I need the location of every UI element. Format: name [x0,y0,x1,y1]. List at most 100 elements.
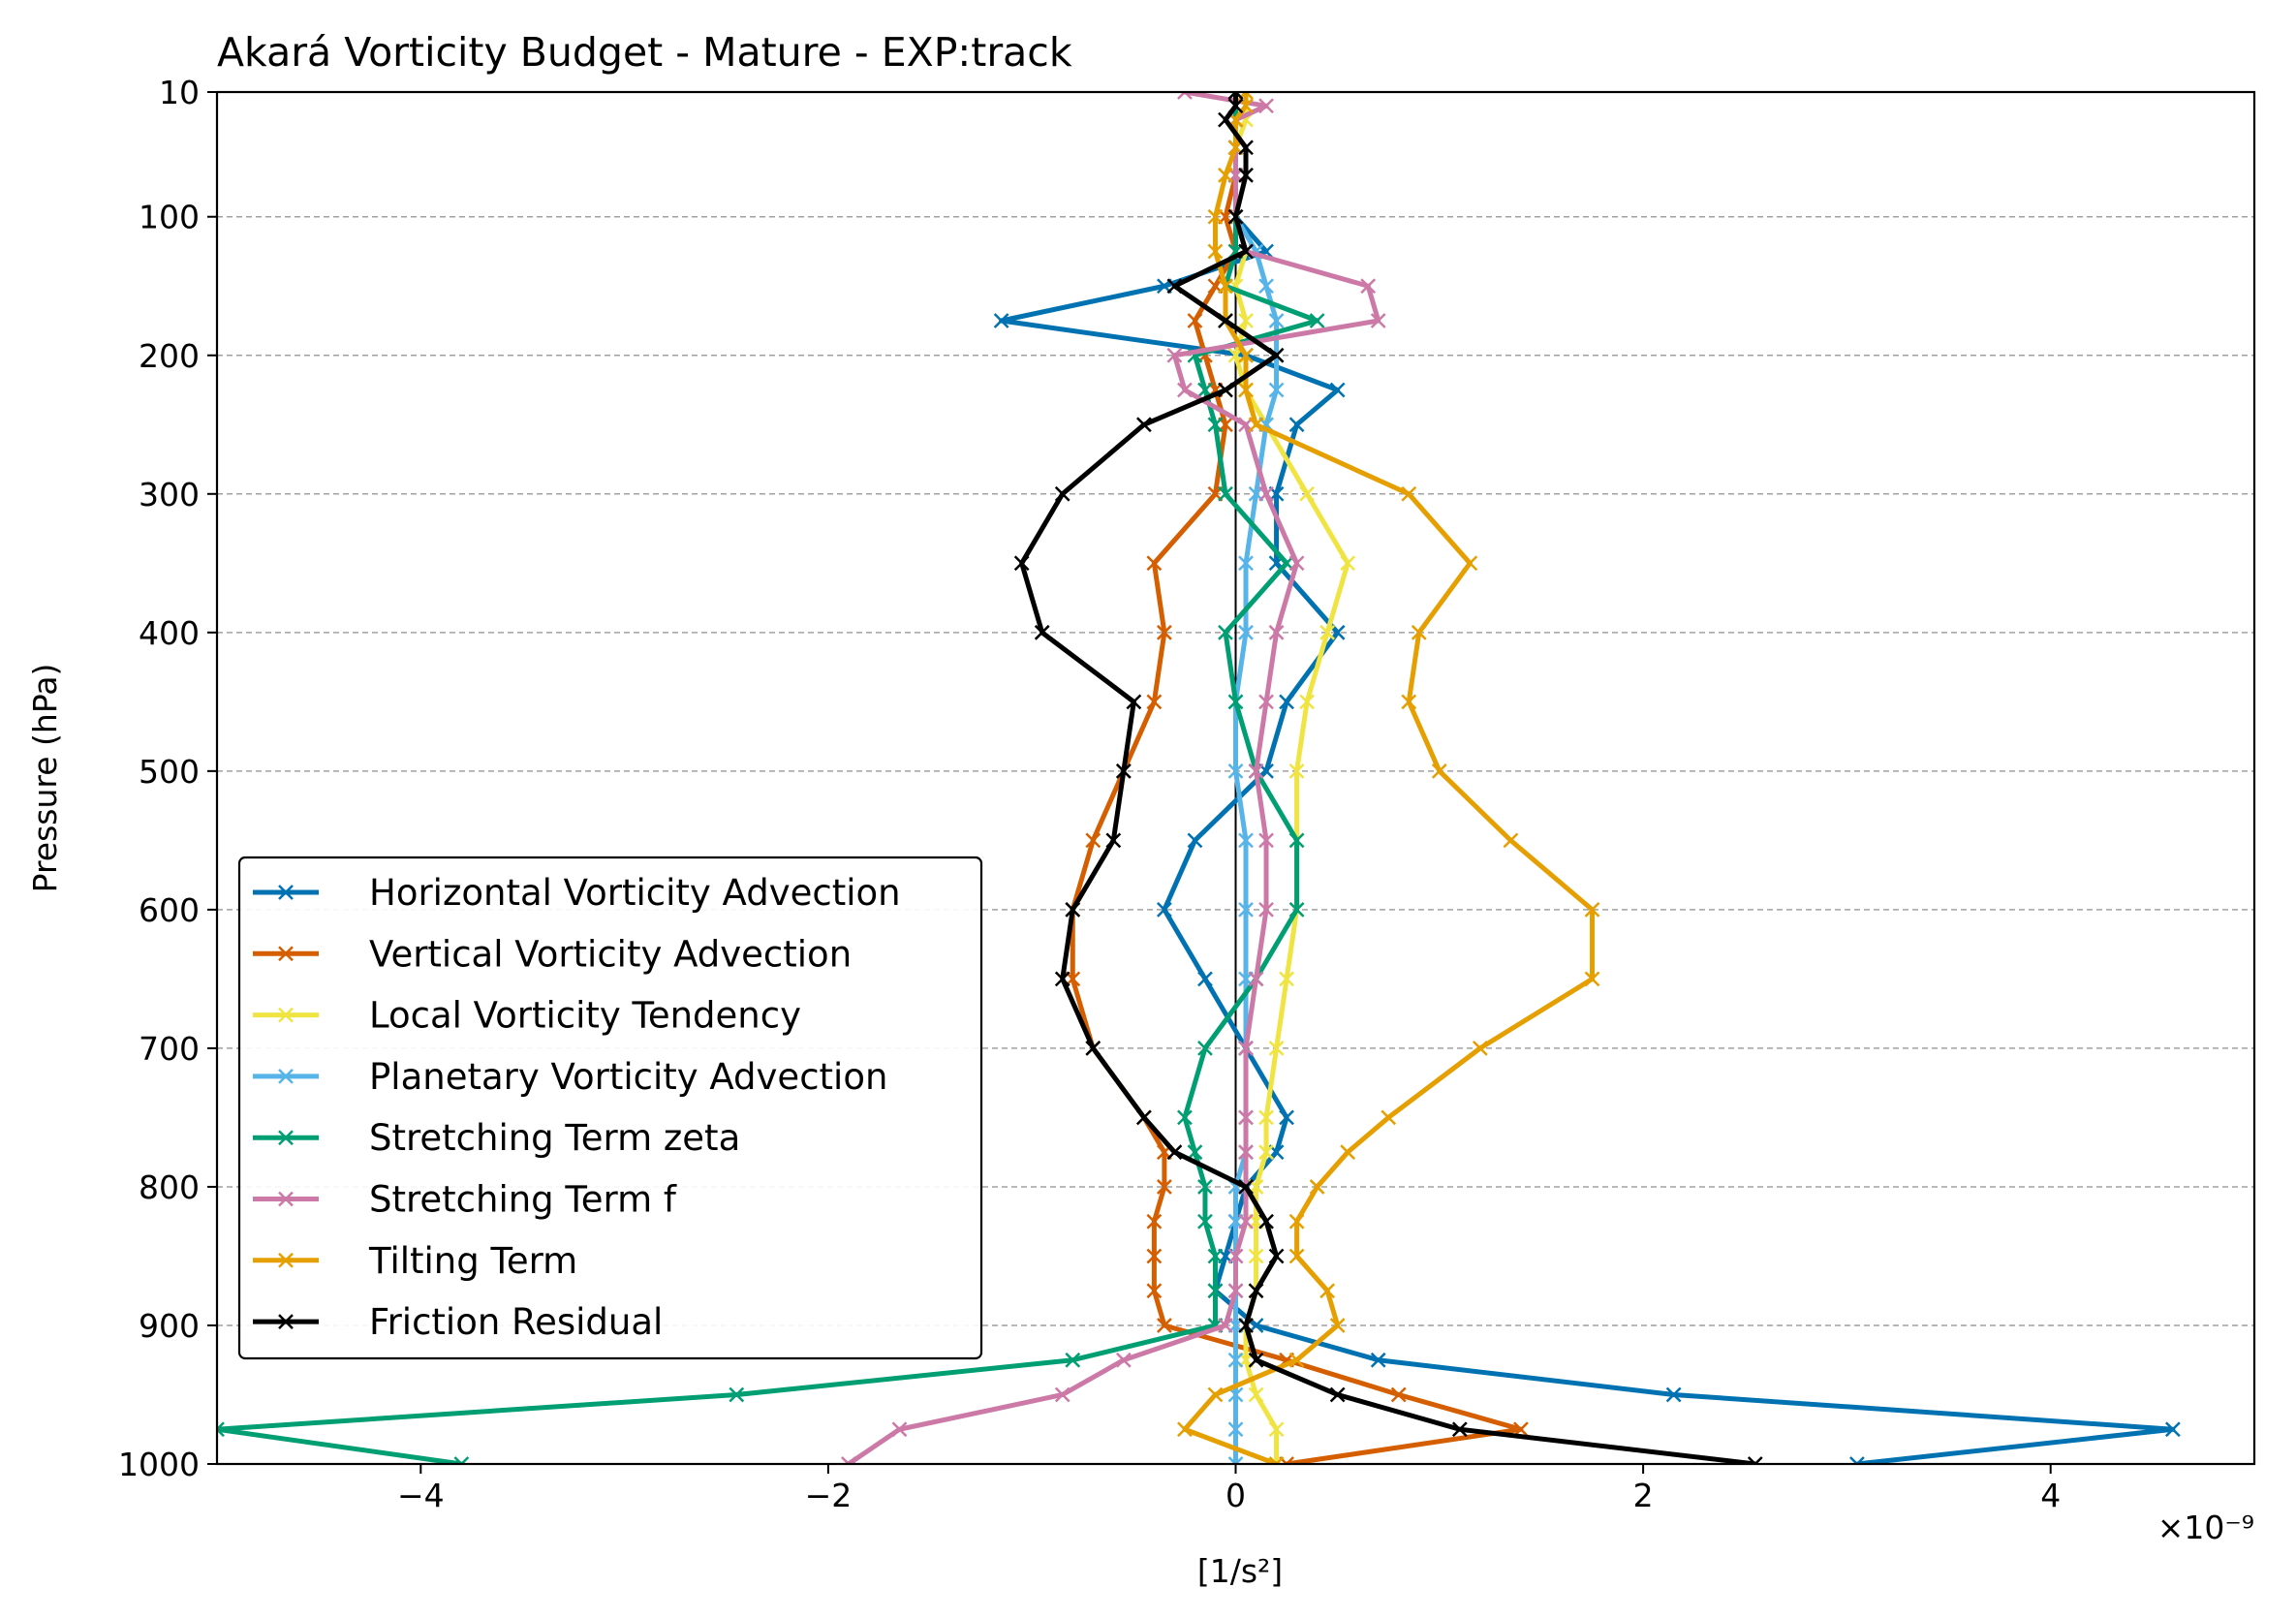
y-tick-label: 300 [139,476,200,514]
legend-label: Stretching Term f [369,1179,677,1221]
data-point-marker [1085,1041,1101,1056]
data-point-marker [1207,208,1224,225]
data-point-marker [1370,313,1386,328]
series-lines [217,92,2181,1464]
data-point-marker [1218,624,1233,640]
y-axis-label: Pressure (hPa) [26,664,64,893]
data-point-marker [1065,1352,1081,1368]
data-point-marker [1013,555,1030,572]
data-point-marker [1218,1318,1233,1333]
data-point-marker [1248,1386,1264,1403]
x-tick-label: −2 [805,1477,853,1514]
data-point-marker [1319,624,1336,640]
y-tick-label: 600 [139,891,200,929]
legend-marker [278,1069,294,1084]
data-point-marker [1227,1421,1244,1438]
data-point-marker [1584,971,1600,987]
data-point-marker [1258,485,1274,502]
data-point-marker [1288,1352,1305,1368]
data-point-marker [1197,1179,1213,1195]
y-tick-label: 500 [139,753,200,791]
data-point-marker [217,1421,225,1438]
data-point-marker [1207,417,1224,433]
y-tick-label: 1000 [118,1446,200,1483]
legend-item: Friction Residual [253,1301,663,1343]
data-point-marker [1268,313,1285,328]
data-point-marker [1146,694,1163,710]
data-point-marker [1258,901,1274,918]
data-point-marker [1135,417,1152,433]
data-point-marker [1197,1213,1213,1230]
data-point-marker [1218,111,1233,128]
data-point-marker [1157,901,1172,918]
data-point-marker [1288,763,1305,779]
data-point-marker [1146,1248,1163,1264]
legend-item: Tilting Term [253,1240,577,1282]
data-point-marker [1238,1144,1254,1161]
data-point-marker [1218,167,1233,183]
data-point-marker [1197,971,1213,987]
data-point-marker [1309,1179,1325,1195]
y-tick-label: 800 [139,1168,200,1206]
data-point-marker [1268,624,1285,640]
legend-item: Stretching Term zeta [253,1117,740,1159]
data-point-marker [1268,1456,1285,1464]
data-point-marker [1218,485,1233,502]
data-point-marker [1115,1352,1132,1368]
data-point-marker [1157,1318,1172,1333]
data-point-marker [729,1386,745,1403]
data-point-marker [1207,1386,1224,1403]
data-point-marker [1268,1041,1285,1056]
data-point-marker [1177,1109,1193,1126]
data-point-marker [1503,832,1519,849]
data-point-marker [1381,1109,1397,1126]
data-point-marker [1085,832,1101,849]
legend-marker [278,946,294,962]
legend-label: Vertical Vorticity Advection [369,933,852,975]
data-point-marker [1319,1283,1336,1299]
data-point-marker [1115,763,1132,779]
series-line-vertical-vorticity-advection [1070,92,1524,1464]
x-scale-multiplier: ×10⁻⁹ [2157,1509,2254,1546]
data-point-marker [1157,1179,1172,1195]
data-point-marker [1218,382,1233,398]
data-point-marker [1248,1352,1264,1368]
data-point-marker [1238,1041,1254,1056]
data-point-marker [1157,624,1172,640]
data-point-marker [1288,901,1305,918]
y-tick-label: 900 [139,1307,200,1345]
data-point-marker [1054,485,1070,502]
data-point-marker [1227,763,1244,779]
data-point-marker [1258,1213,1274,1230]
data-point-marker [1227,208,1244,225]
data-point-marker [1309,313,1325,328]
data-point-marker [1248,971,1264,987]
series-tilting-term [1177,92,1600,1464]
data-point-marker [993,313,1009,328]
legend-marker [278,1130,294,1146]
data-point-marker [1218,278,1233,295]
data-point-marker [1390,1386,1407,1403]
series-friction-residual [1013,92,1763,1464]
data-point-marker [1238,243,1254,260]
data-point-marker [1238,140,1254,156]
series-line-friction-residual [1019,92,1756,1464]
data-point-marker [1227,1248,1244,1264]
data-point-marker [1258,98,1274,114]
data-point-marker [1329,382,1346,398]
data-point-marker [1472,1041,1488,1056]
data-point-marker [2164,1421,2181,1438]
legend-label: Planetary Vorticity Advection [369,1056,887,1098]
legend-marker [278,1314,294,1329]
data-point-marker [1329,1386,1346,1403]
data-point-marker [1258,278,1274,295]
data-point-marker [1238,382,1254,398]
legend-item: Vertical Vorticity Advection [253,933,852,975]
data-point-marker [1584,901,1600,918]
data-point-marker [1288,555,1305,572]
y-tick-label: 400 [139,614,200,652]
data-point-marker [1238,167,1254,183]
data-point-marker [1248,763,1264,779]
data-point-marker [1238,1109,1254,1126]
